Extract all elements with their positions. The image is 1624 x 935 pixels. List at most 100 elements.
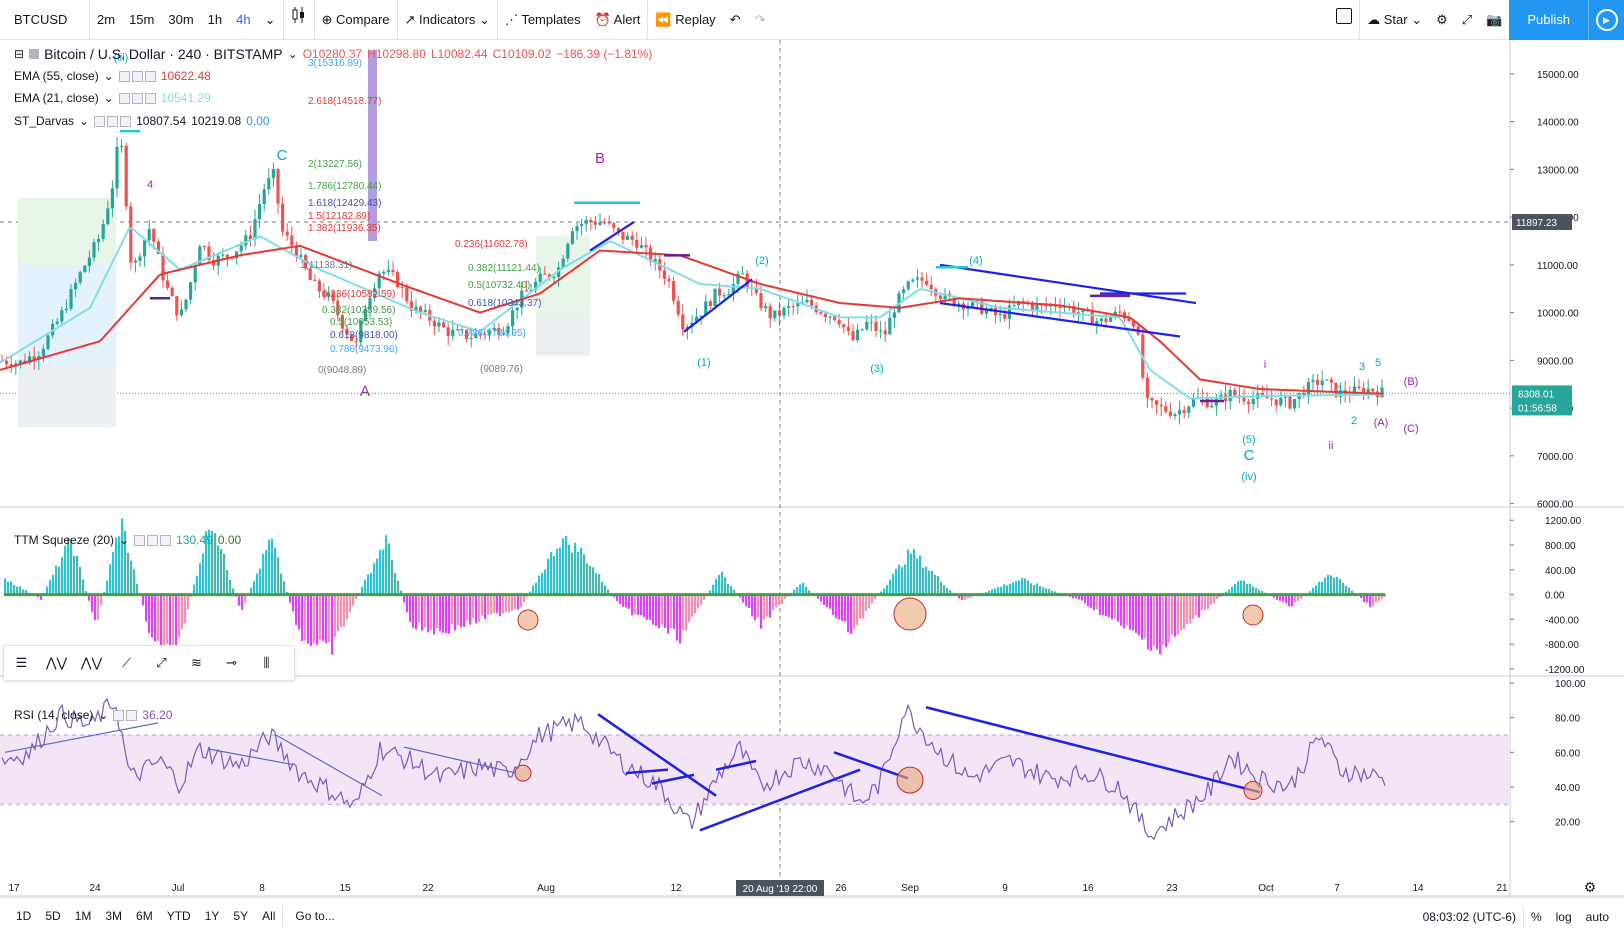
ttm-bar (100, 594, 103, 606)
ttm-legend[interactable]: TTM Squeeze (20) ⌄ 130.49 0.00 (14, 533, 246, 547)
ema55-line (0, 244, 1384, 395)
candle-body (856, 329, 860, 341)
price-tick-label: 10000.00 (1537, 309, 1579, 320)
rsi-legend[interactable]: RSI (14, close) ⌄ 36.20 (14, 708, 177, 722)
camera-icon[interactable]: 📷 (1486, 12, 1503, 27)
interval-30m[interactable]: 30m (168, 11, 194, 27)
log-scale-toggle[interactable]: log (1555, 909, 1572, 924)
gear-icon[interactable] (131, 92, 143, 104)
range-ytd[interactable]: YTD (166, 909, 191, 923)
eye-icon[interactable] (94, 115, 106, 127)
publish-menu-button[interactable]: ▶ (1588, 0, 1624, 40)
clock-readout[interactable]: 08:03:02 (UTC-6) (1422, 909, 1516, 924)
close-icon[interactable] (160, 534, 172, 546)
ttm-bar (685, 594, 688, 631)
ema55-controls[interactable] (118, 70, 156, 82)
symbol-search[interactable]: BTCUSD (0, 0, 90, 40)
range-1y[interactable]: 1Y (204, 909, 220, 923)
trend-line-icon[interactable]: ⟋ (121, 655, 132, 670)
range-all[interactable]: All (262, 909, 276, 923)
auto-scale-toggle[interactable]: auto (1585, 909, 1609, 924)
ttm-bar (1258, 589, 1261, 595)
ttm-bar (1039, 585, 1042, 595)
candle-body (129, 206, 133, 263)
eye-icon[interactable] (134, 534, 146, 546)
ttm-bar (652, 594, 655, 625)
collapse-icon[interactable]: ⊟ (14, 47, 25, 61)
gear-icon[interactable] (131, 70, 143, 82)
close-icon[interactable] (144, 92, 156, 104)
candle-body (1357, 386, 1361, 388)
candle-body (1288, 396, 1292, 409)
parallel-channel-icon[interactable]: ≋ (191, 655, 202, 670)
candle-body (589, 219, 593, 223)
templates-button[interactable]: ⋰ Templates (498, 0, 588, 40)
gear-icon[interactable] (147, 534, 159, 546)
ttm-bar (448, 594, 451, 634)
candle-body (396, 272, 400, 288)
replay-button[interactable]: ⏪ Replay (648, 0, 722, 40)
close-icon[interactable] (144, 70, 156, 82)
darvas-legend[interactable]: ST_Darvas ⌄ 10807.54 10219.08 0.00 (14, 114, 275, 128)
redo-icon[interactable]: ↷ (754, 11, 766, 27)
ttm-bar (586, 563, 589, 595)
interval-1h[interactable]: 1h (207, 11, 223, 27)
interval-4h[interactable]: 4h (236, 11, 251, 27)
ttm-bar (949, 590, 952, 595)
wave-label: (2) (755, 255, 768, 267)
candle-body (423, 310, 427, 312)
eye-icon[interactable] (118, 92, 130, 104)
time-tick-label: 21 (1496, 883, 1508, 894)
publish-button[interactable]: Publish (1509, 0, 1588, 40)
candle-body (1371, 388, 1375, 392)
range-5d[interactable]: 5D (45, 909, 61, 923)
star-button[interactable]: ☁ Star ⌄ (1360, 0, 1429, 40)
ema21-controls[interactable] (118, 92, 156, 104)
candle-body (363, 308, 367, 321)
percent-scale-toggle[interactable]: % (1530, 909, 1542, 924)
interval-2m[interactable]: 2m (97, 11, 116, 27)
eye-icon[interactable] (118, 70, 130, 82)
ttm-bar (928, 570, 931, 595)
close-icon[interactable] (120, 115, 132, 127)
ttm-value-2: 0.00 (217, 533, 242, 547)
interval-15m[interactable]: 15m (129, 11, 155, 27)
candle-body (1155, 400, 1159, 405)
gear-icon[interactable] (107, 115, 119, 127)
compare-button[interactable]: ⊕ Compare (315, 0, 397, 40)
fullscreen-toggle-icon[interactable] (1329, 0, 1359, 40)
interval-dropdown-chevron-icon[interactable]: ⌄ (264, 11, 276, 27)
settings-gear-icon[interactable]: ⚙ (1436, 12, 1448, 27)
ray-line-icon[interactable]: ⤢ (156, 655, 167, 670)
ema55-legend[interactable]: EMA (55, close) ⌄ 10622.48 (14, 69, 216, 83)
range-1m[interactable]: 1M (74, 909, 92, 923)
fib-levels-icon[interactable]: ⫼ (263, 655, 270, 670)
alert-button[interactable]: ⏰ Alert (588, 0, 648, 40)
elliott-wave-12345-icon[interactable]: ⋀⋁ (45, 655, 68, 670)
ttm-bar (466, 594, 469, 621)
expand-icon[interactable]: ⤢ (1461, 12, 1473, 27)
range-1d[interactable]: 1D (16, 909, 32, 923)
range-6m[interactable]: 6M (136, 909, 153, 923)
ttm-bar (67, 537, 70, 595)
range-5y[interactable]: 5Y (233, 909, 249, 923)
darvas-controls[interactable] (94, 115, 132, 127)
horizontal-ray-icon[interactable]: ⊸ (226, 655, 237, 670)
undo-icon[interactable]: ↶ (729, 11, 741, 27)
candle-body (124, 146, 128, 207)
chart-area[interactable]: 6000.007000.008000.009000.0010000.001100… (0, 40, 1624, 897)
eye-icon[interactable] (113, 709, 125, 721)
candle-body (382, 272, 386, 274)
goto-button[interactable]: Go to... (295, 909, 335, 923)
candle-style-icon[interactable] (284, 0, 314, 40)
elliott-wave-abc-icon[interactable]: ⋀⋁ (80, 655, 103, 670)
range-3m[interactable]: 3M (105, 909, 123, 923)
drag-handle-icon[interactable]: ☰ (15, 655, 28, 670)
indicators-button[interactable]: ↗ Indicators ⌄ (398, 0, 497, 40)
chevron-down-icon[interactable]: ⌄ (287, 47, 298, 61)
ttm-bar (523, 594, 526, 603)
rsi-controls[interactable] (113, 709, 138, 721)
close-icon[interactable] (126, 709, 138, 721)
ema21-legend[interactable]: EMA (21, close) ⌄ 10541.29 (14, 91, 216, 105)
ttm-controls[interactable] (134, 534, 172, 546)
